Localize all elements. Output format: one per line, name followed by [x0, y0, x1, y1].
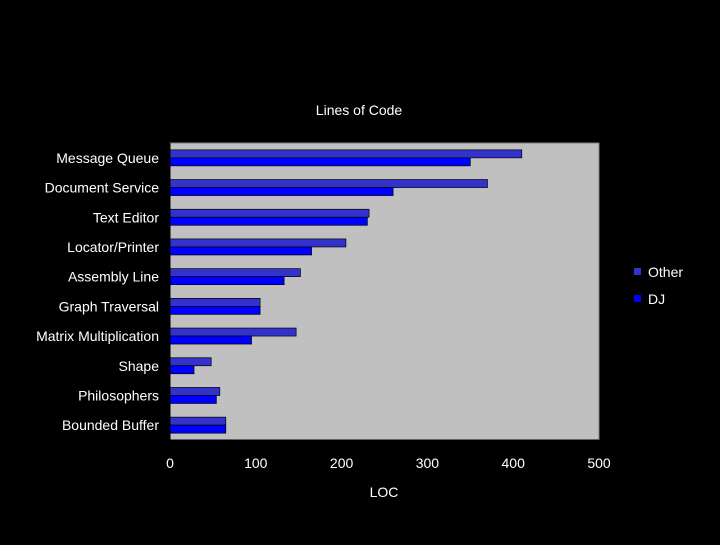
bars-group	[169, 149, 523, 434]
category-labels: Message Queue Document Service Text Editor…	[36, 150, 159, 433]
bar-dj-6	[169, 335, 252, 345]
x-tick-label: 500	[587, 455, 611, 471]
bar-other-8	[169, 387, 221, 396]
bar-other-1	[169, 179, 488, 188]
category-label: Philosophers	[78, 387, 159, 403]
bar-other-3	[169, 238, 347, 248]
category-label: Matrix Multiplication	[36, 328, 159, 344]
bar-dj-0	[169, 157, 471, 167]
bar-dj-9	[169, 424, 227, 434]
bar-dj-2	[169, 216, 368, 226]
bar-other-4	[169, 268, 301, 277]
bar-dj-4	[169, 276, 285, 285]
bar-dj-8	[169, 395, 217, 404]
bar-other-6	[169, 327, 297, 337]
bar-dj-1	[169, 187, 394, 196]
x-tick-label: 0	[166, 455, 174, 471]
bar-other-0	[169, 149, 523, 159]
legend-swatch-dj	[634, 295, 641, 302]
bar-other-2	[169, 208, 370, 218]
x-tick-label: 300	[416, 455, 440, 471]
category-label: Locator/Printer	[67, 239, 159, 255]
category-label: Message Queue	[56, 150, 159, 166]
bar-dj-7	[169, 365, 195, 375]
category-label: Bounded Buffer	[62, 417, 159, 433]
category-label: Text Editor	[93, 209, 159, 225]
category-label: Graph Traversal	[59, 298, 159, 314]
bar-other-7	[169, 357, 212, 367]
bar-other-9	[169, 416, 227, 426]
x-tick-label: 100	[244, 455, 268, 471]
chart-title: Lines of Code	[316, 102, 403, 118]
legend-label-dj: DJ	[648, 291, 665, 307]
x-axis-label: LOC	[370, 484, 399, 500]
bar-dj-5	[169, 306, 261, 315]
category-label: Shape	[119, 358, 160, 374]
legend: Other DJ	[634, 264, 683, 307]
legend-swatch-other	[634, 268, 641, 275]
category-label: Document Service	[45, 180, 160, 196]
x-tick-label: 400	[502, 455, 526, 471]
x-axis-ticks: 0 100 200 300 400 500	[166, 440, 611, 471]
bar-other-5	[169, 298, 261, 307]
legend-label-other: Other	[648, 264, 683, 280]
bar-dj-3	[169, 246, 312, 256]
x-tick-label: 200	[330, 455, 354, 471]
category-label: Assembly Line	[68, 269, 159, 285]
